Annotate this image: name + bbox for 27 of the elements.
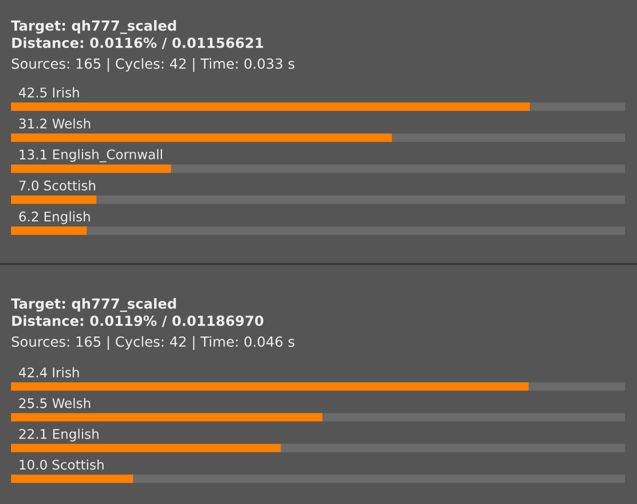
chart-subtitle: Distance: 0.0119% / 0.01186970 <box>12 315 264 328</box>
data-label: 6.2 <box>19 212 38 222</box>
data-label: 31.2 <box>19 118 46 129</box>
data-label: 13.1 <box>20 150 46 160</box>
category-label: Irish <box>52 367 79 378</box>
category-label: Welsh <box>52 118 90 129</box>
source-note: Sources: 165 | Cycles: 42 | Time: 0.033 s <box>12 58 294 72</box>
data-label: 42.4 <box>18 367 47 378</box>
data-label: 42.5 <box>18 88 47 98</box>
data-label: 22.1 <box>19 428 46 439</box>
category-label: English_Cornwall <box>53 149 162 162</box>
category-label: Scottish <box>52 459 104 470</box>
bar <box>11 196 96 204</box>
category-label: Scottish <box>44 180 96 191</box>
bar <box>11 226 87 235</box>
source-note: Sources: 165 | Cycles: 42 | Time: 0.046 s <box>12 336 294 350</box>
bar <box>11 474 134 483</box>
chart-title: Target: qh777_scaled <box>11 298 176 312</box>
data-label: 25.5 <box>19 398 47 408</box>
category-label: English <box>44 211 90 224</box>
category-label: Welsh <box>52 398 90 408</box>
chart-subtitle: Distance: 0.0116% / 0.01156621 <box>12 37 264 50</box>
data-label: 7.0 <box>19 180 38 191</box>
category-label: Irish <box>53 87 79 98</box>
data-label: 10.0 <box>20 460 47 470</box>
category-label: English <box>53 428 98 442</box>
chart-title: Target: qh777_scaled <box>11 20 176 34</box>
